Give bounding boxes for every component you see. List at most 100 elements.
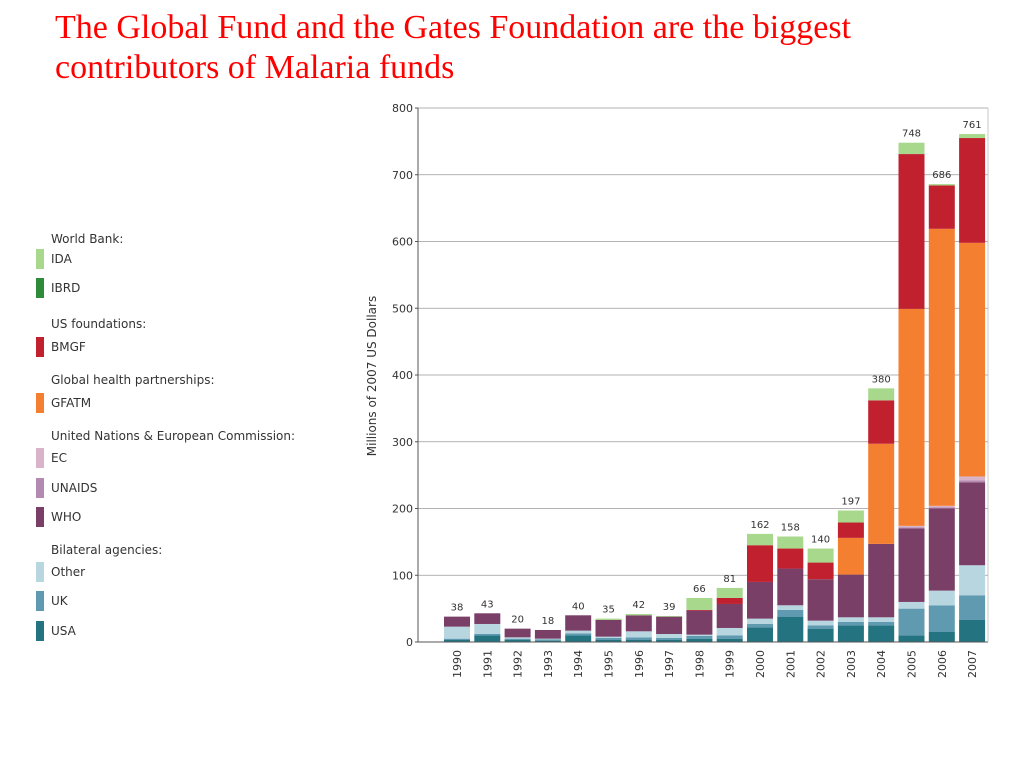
bar-segment-unaids [959, 480, 986, 483]
bar-segment-usa [565, 635, 592, 642]
bar-segment-other [565, 630, 592, 634]
legend-swatch [36, 591, 44, 611]
bar-segment-other [625, 631, 652, 638]
y-tick-label: 500 [392, 302, 413, 315]
bar-segment-who [716, 603, 743, 628]
bar-segment-uk [595, 637, 622, 640]
bar-segment-usa [807, 628, 834, 642]
x-tick-label: 2005 [906, 650, 919, 678]
bar-segment-other [686, 634, 713, 636]
x-tick-label: 2003 [845, 650, 858, 678]
bar-segment-who [474, 613, 501, 624]
legend-item-label: BMGF [51, 340, 86, 354]
bar-segment-gfatm [928, 228, 955, 506]
bar-total-label: 40 [572, 601, 585, 612]
bar-segment-who [444, 616, 470, 627]
y-axis-label: Millions of 2007 US Dollars [365, 296, 379, 456]
bar-segment-other [928, 590, 955, 606]
legend-swatch [36, 562, 44, 582]
bar-segment-usa [474, 635, 501, 642]
bar-segment-usa [868, 625, 895, 642]
bar-segment-usa [625, 639, 652, 642]
x-tick-label: 1995 [603, 650, 616, 678]
bar-segment-other [656, 633, 683, 638]
bar-segment-bmgf [716, 597, 743, 604]
x-tick-label: 1997 [663, 650, 676, 678]
legend-item-label: IDA [51, 252, 72, 266]
y-tick-label: 200 [392, 503, 413, 516]
bar-segment-who [504, 628, 531, 638]
x-tick-label: 2001 [784, 650, 797, 678]
bar-segment-who [686, 610, 713, 635]
bar-total-label: 380 [872, 374, 891, 385]
bar-total-label: 761 [963, 120, 982, 131]
x-tick-label: 1996 [633, 650, 646, 678]
legend-item-label: WHO [51, 510, 82, 524]
bar-segment-other [595, 636, 622, 638]
legend-swatch [36, 249, 44, 269]
bar-segment-uk [807, 625, 834, 629]
bar-segment-uk [474, 633, 501, 636]
y-tick-label: 700 [392, 169, 413, 182]
y-tick-label: 600 [392, 236, 413, 249]
bar-segment-uk [868, 621, 895, 626]
labels: 0 100 200 300 400 500 600 700 800 38 1990 43 1991 20 1… [392, 102, 982, 678]
bar-segment-unaids [928, 507, 955, 509]
bar-segment-uk [504, 638, 531, 640]
bar-segment-bmgf [777, 548, 804, 569]
legend-group-title: Global health partnerships: [51, 373, 215, 387]
bar-segment-uk [898, 608, 925, 636]
bar-segment-ida [898, 142, 925, 155]
bar-segment-who [898, 528, 925, 602]
y-tick-label: 0 [406, 636, 413, 649]
bar-segment-other [777, 605, 804, 610]
bar-segment-who [777, 568, 804, 606]
bar-segment-who [625, 615, 652, 632]
x-tick-label: 2000 [754, 650, 767, 678]
bar-segment-ida [777, 536, 804, 549]
x-tick-label: 2002 [815, 650, 828, 678]
bar-segment-ida [928, 184, 955, 186]
bar-segment-usa [444, 639, 470, 642]
bar-total-label: 81 [723, 574, 736, 585]
bar-segment-who [656, 616, 683, 634]
bar-segment-bmgf [898, 154, 925, 309]
legend-item-label: IBRD [51, 281, 81, 295]
stacked-bar-chart: Millions of 2007 US Dollars 0 100 200 300 40… [365, 102, 989, 678]
bar-segment-ida [807, 548, 834, 563]
bar-segment-other [716, 627, 743, 636]
bar-segment-ida [747, 533, 773, 546]
x-tick-label: 1993 [542, 650, 555, 678]
legend-group-title: US foundations: [51, 317, 147, 331]
bar-segment-usa [928, 631, 955, 642]
bar-segment-uk [656, 637, 683, 640]
bar-segment-usa [747, 627, 773, 642]
bar-segment-who [868, 543, 895, 618]
y-tick-label: 800 [392, 102, 413, 115]
y-tick-label: 100 [392, 569, 413, 582]
legend-swatch [36, 278, 44, 298]
bar-total-label: 197 [841, 497, 860, 508]
bar-segment-uk [747, 623, 773, 628]
bar-segment-ida [686, 597, 713, 610]
legend-group-title: World Bank: [51, 232, 124, 246]
x-tick-label: 1990 [451, 650, 464, 678]
legend-swatch [36, 337, 44, 357]
bar-total-label: 35 [602, 605, 615, 616]
bar-total-label: 38 [451, 603, 464, 614]
bar-segment-ida [625, 613, 652, 616]
bar-segment-uk [625, 637, 652, 640]
x-tick-label: 2007 [966, 650, 979, 678]
bar-segment-usa [898, 635, 925, 642]
legend-item-label: EC [51, 451, 67, 465]
bar-segment-bmgf [747, 545, 773, 582]
bar-segment-gfatm [837, 537, 864, 575]
bar-segment-who [595, 619, 622, 637]
bar-segment-ida [656, 615, 683, 617]
bar-segment-ida [837, 510, 864, 523]
bar-segment-usa [534, 640, 561, 642]
bar-segment-ida [868, 388, 895, 401]
legend-group-title: Bilateral agencies: [51, 543, 163, 557]
bar-total-label: 18 [542, 616, 555, 627]
x-tick-label: 1994 [572, 650, 585, 678]
